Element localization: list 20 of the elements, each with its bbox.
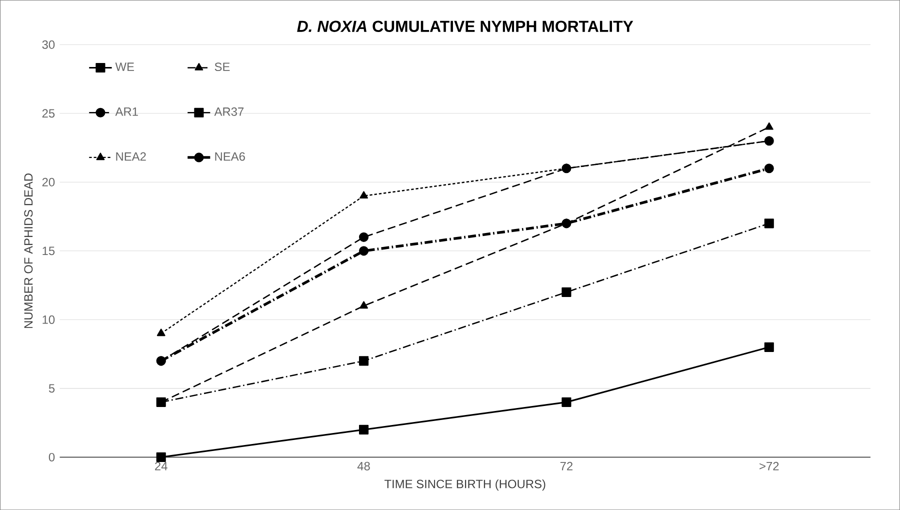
y-tick-label: 15 [42, 246, 55, 255]
y-axis-title: NUMBER OF APHIDS DEAD [24, 173, 33, 328]
x-tick-label: 48 [357, 462, 370, 470]
y-tick-label: 0 [48, 452, 55, 462]
y-tick-label: 5 [48, 384, 55, 392]
legend-label: WE [115, 62, 134, 71]
legend-label: NEA2 [116, 152, 146, 161]
y-tick-label: 30 [42, 40, 55, 49]
x-tick-label: 24 [155, 462, 168, 470]
x-tick-label: >72 [760, 462, 779, 470]
y-tick-label: 10 [42, 315, 55, 324]
legend-label: AR37 [214, 107, 244, 116]
chart-title: D. NOXIA CUMULATIVE NYMPH MORTALITY [297, 20, 634, 32]
legend-label: NEA6 [215, 152, 245, 161]
x-axis-title: TIME SINCE BIRTH (HOURS) [384, 479, 546, 490]
x-tick-label: 72 [560, 462, 572, 470]
y-tick-label: 20 [42, 178, 55, 186]
legend-label: AR1 [115, 107, 138, 116]
legend-label: SE [214, 62, 230, 71]
y-tick-label: 25 [42, 109, 55, 118]
